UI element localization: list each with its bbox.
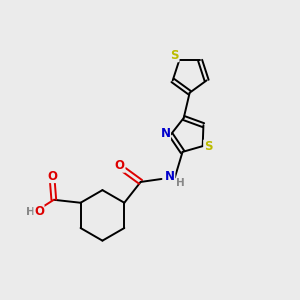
Text: O: O xyxy=(115,159,125,172)
Text: S: S xyxy=(204,140,212,153)
Text: S: S xyxy=(170,49,179,62)
Text: O: O xyxy=(47,169,57,182)
Text: H: H xyxy=(26,207,36,217)
Text: N: N xyxy=(160,128,170,140)
Text: N: N xyxy=(165,170,175,183)
Text: H: H xyxy=(176,178,184,188)
Text: O: O xyxy=(34,205,44,218)
